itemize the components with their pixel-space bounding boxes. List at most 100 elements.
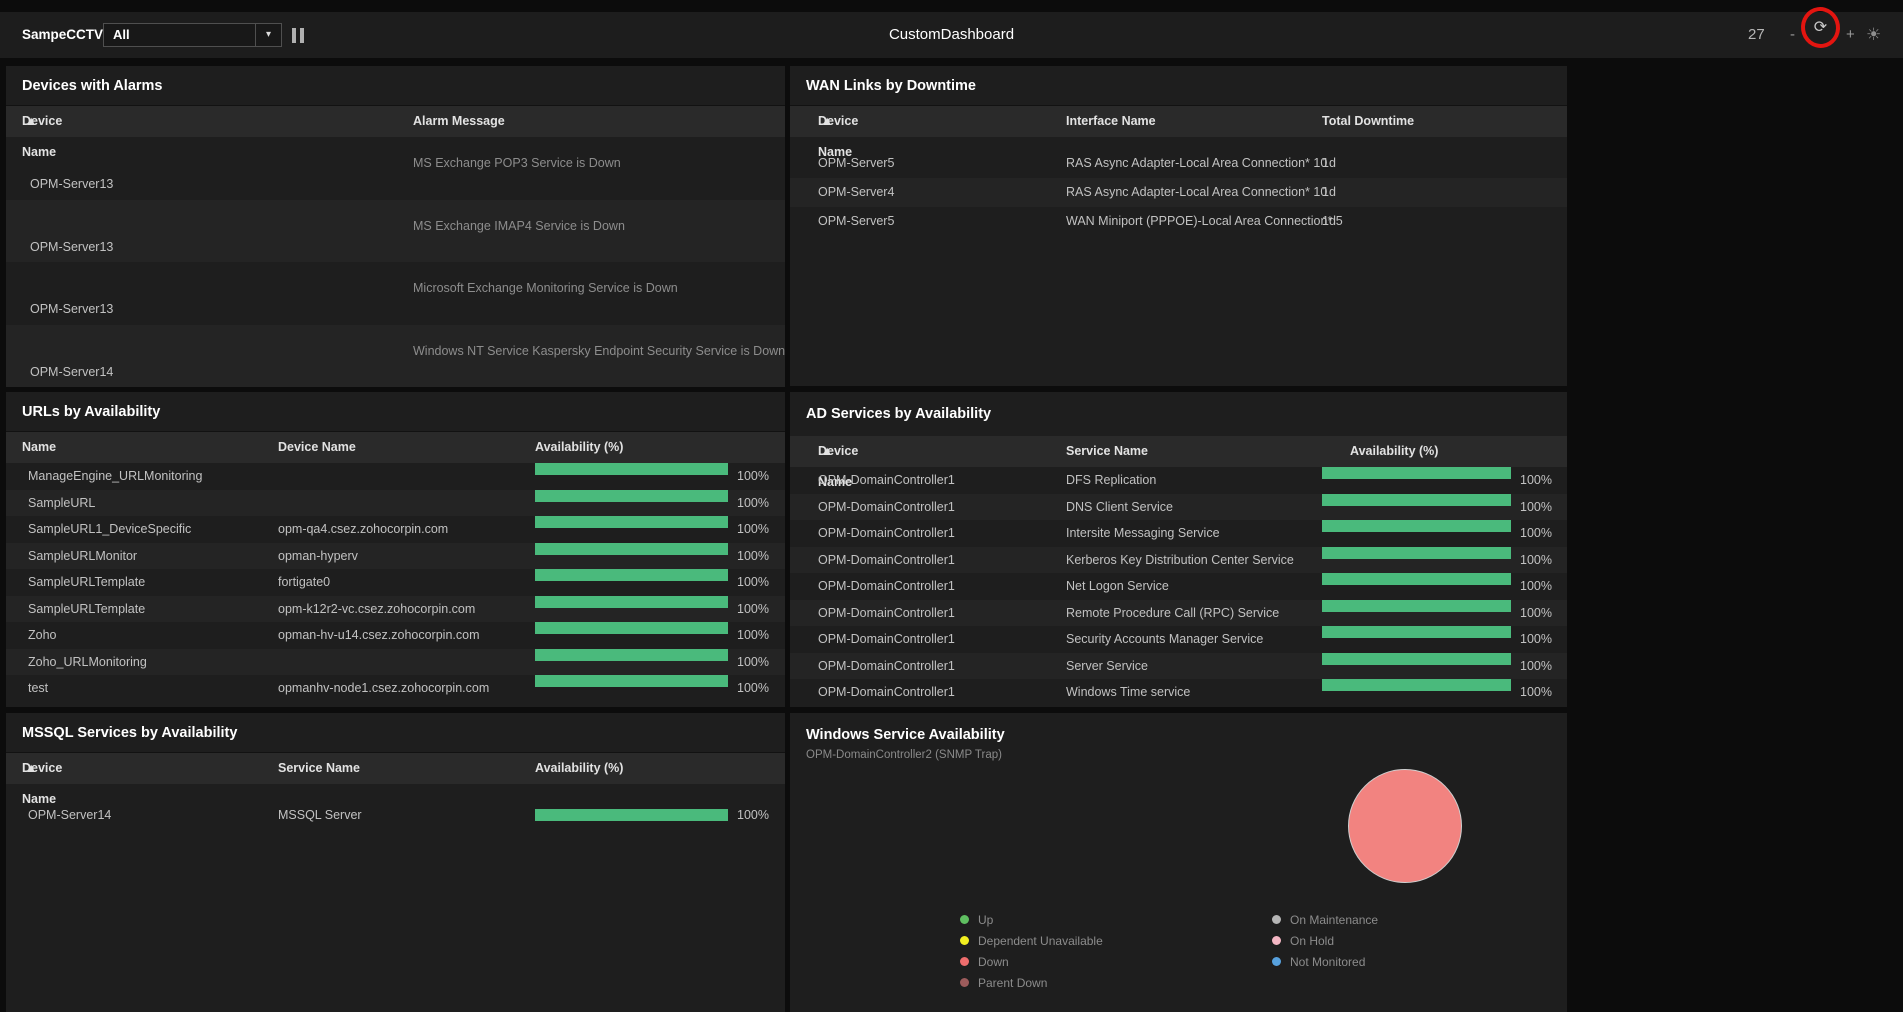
service-name-cell: Security Accounts Manager Service bbox=[1066, 632, 1264, 646]
table-row[interactable]: OPM-Server13 MS Exchange IMAP4 Service i… bbox=[6, 199, 785, 262]
legend-item[interactable]: Up bbox=[960, 909, 1103, 930]
url-name-cell[interactable]: Zoho bbox=[28, 628, 57, 642]
column-header-name[interactable]: Name bbox=[22, 440, 57, 454]
column-header-row: Device Name ▲ Alarm Message bbox=[6, 106, 785, 159]
brightness-icon[interactable]: ☀ bbox=[1866, 25, 1882, 44]
table-row[interactable]: OPM-DomainController1 Windows Time servi… bbox=[790, 679, 1567, 706]
device-name-cell[interactable]: OPM-Server4 bbox=[818, 185, 895, 199]
device-name-cell[interactable]: OPM-DomainController1 bbox=[818, 658, 955, 673]
legend-item[interactable]: Down bbox=[960, 951, 1103, 972]
legend-item[interactable]: Dependent Unavailable bbox=[960, 930, 1103, 951]
availability-value: 100% bbox=[737, 522, 769, 536]
device-name-cell[interactable]: OPM-Server13 bbox=[30, 302, 114, 316]
zoom-out-button[interactable]: - bbox=[1790, 26, 1795, 43]
column-header-total-downtime[interactable]: Total Downtime bbox=[1322, 114, 1415, 128]
table-body: OPM-Server13 MS Exchange POP3 Service is… bbox=[6, 137, 785, 387]
table-row[interactable]: SampleURL 100% bbox=[6, 489, 785, 516]
table-row[interactable]: OPM-DomainController1 DFS Replication 10… bbox=[790, 467, 1567, 494]
device-name-cell[interactable]: OPM-Server5 bbox=[818, 156, 895, 170]
table-row[interactable]: OPM-Server13 Microsoft Exchange Monitori… bbox=[6, 262, 785, 325]
legend-item[interactable]: Not Monitored bbox=[1272, 951, 1378, 972]
panel-urls-by-availability: URLs by Availability Name Device Name Av… bbox=[6, 392, 785, 707]
url-name-cell[interactable]: SampleURLTemplate bbox=[28, 601, 146, 616]
url-name-cell[interactable]: SampleURL bbox=[28, 495, 96, 510]
zoom-in-button[interactable]: + bbox=[1846, 26, 1855, 43]
table-row[interactable]: OPM-DomainController1 Net Logon Service … bbox=[790, 573, 1567, 600]
column-header-service-name[interactable]: Service Name bbox=[1066, 444, 1149, 458]
dashboard-selector-label: SampeCCTV bbox=[22, 27, 104, 42]
panel-title: Devices with Alarms bbox=[6, 66, 785, 106]
table-row[interactable]: SampleURLTemplate fortigate0 100% bbox=[6, 569, 785, 596]
table-row[interactable]: OPM-DomainController1 Kerberos Key Distr… bbox=[790, 546, 1567, 573]
table-row[interactable]: SampleURL1_DeviceSpecific opm-qa4.csez.z… bbox=[6, 516, 785, 543]
legend-dot-icon bbox=[960, 978, 969, 987]
device-name-cell[interactable]: OPM-Server13 bbox=[30, 239, 114, 254]
device-name-cell[interactable]: OPM-DomainController1 bbox=[818, 632, 955, 646]
device-name-cell[interactable]: OPM-DomainController1 bbox=[818, 552, 955, 567]
table-row[interactable]: Zoho_URLMonitoring 100% bbox=[6, 648, 785, 675]
table-row[interactable]: OPM-Server13 MS Exchange POP3 Service is… bbox=[6, 137, 785, 200]
column-header-availability[interactable]: Availability (%) bbox=[535, 440, 624, 454]
legend-item[interactable]: On Hold bbox=[1272, 930, 1378, 951]
panel-mssql-services-by-availability: MSSQL Services by Availability Device Na… bbox=[6, 713, 785, 1012]
table-row[interactable]: OPM-Server5 RAS Async Adapter-Local Area… bbox=[790, 149, 1567, 178]
widget-filter-dropdown[interactable]: All ▾ bbox=[103, 23, 282, 47]
table-row[interactable]: ManageEngine_URLMonitoring 100% bbox=[6, 463, 785, 490]
url-name-cell[interactable]: test bbox=[28, 681, 49, 695]
table-row[interactable]: OPM-Server5 WAN Miniport (PPPOE)-Local A… bbox=[790, 207, 1567, 236]
column-header-service-name[interactable]: Service Name bbox=[278, 761, 361, 775]
column-header-device-name[interactable]: Device Name bbox=[278, 440, 356, 454]
table-row[interactable]: OPM-DomainController1 Server Service 100… bbox=[790, 652, 1567, 679]
url-name-cell[interactable]: ManageEngine_URLMonitoring bbox=[28, 469, 203, 483]
table-row[interactable]: OPM-Server14 Windows NT Service Kaspersk… bbox=[6, 324, 786, 387]
chevron-down-icon[interactable]: ▾ bbox=[255, 24, 281, 46]
device-name-cell[interactable]: OPM-DomainController1 bbox=[818, 526, 955, 540]
device-name-cell[interactable]: OPM-Server14 bbox=[28, 808, 112, 822]
pie-chart-down-slice[interactable] bbox=[1348, 769, 1462, 883]
device-name-cell[interactable]: OPM-DomainController1 bbox=[818, 579, 955, 593]
legend-dot-icon bbox=[960, 936, 969, 945]
service-name-cell: Windows Time service bbox=[1066, 685, 1191, 699]
device-name-cell: opmanhv-node1.csez.zohocorpin.com bbox=[278, 681, 490, 695]
legend-dot-icon bbox=[1272, 936, 1281, 945]
column-header-alarm-message[interactable]: Alarm Message bbox=[413, 114, 505, 128]
alarm-message-cell: Windows NT Service Kaspersky Endpoint Se… bbox=[413, 343, 786, 358]
availability-bar bbox=[535, 463, 728, 475]
url-name-cell[interactable]: Zoho_URLMonitoring bbox=[28, 654, 147, 669]
table-row[interactable]: OPM-Server14 MSSQL Server 100% bbox=[6, 792, 785, 838]
panel-wan-links-by-downtime: WAN Links by Downtime Device Name ▲ Inter… bbox=[790, 66, 1567, 386]
table-row[interactable]: OPM-Server4 RAS Async Adapter-Local Area… bbox=[790, 178, 1567, 207]
legend-item[interactable]: Parent Down bbox=[960, 972, 1103, 993]
table-row[interactable]: Zoho opman-hv-u14.csez.zohocorpin.com 10… bbox=[6, 622, 785, 649]
url-name-cell[interactable]: SampleURL1_DeviceSpecific bbox=[28, 522, 192, 536]
table-row[interactable]: OPM-DomainController1 Security Accounts … bbox=[790, 626, 1567, 653]
table-row[interactable]: OPM-DomainController1 Intersite Messagin… bbox=[790, 520, 1567, 547]
url-name-cell[interactable]: SampleURLMonitor bbox=[28, 548, 138, 563]
legend-item[interactable]: On Maintenance bbox=[1272, 909, 1378, 930]
table-row[interactable]: SampleURLMonitor opman-hyperv 100% bbox=[6, 542, 785, 569]
table-row[interactable]: OPM-DomainController1 Remote Procedure C… bbox=[790, 599, 1567, 626]
availability-bar bbox=[535, 569, 728, 581]
availability-value: 100% bbox=[1520, 632, 1552, 646]
availability-value: 100% bbox=[737, 681, 769, 695]
url-name-cell[interactable]: SampleURLTemplate bbox=[28, 575, 146, 589]
availability-bar bbox=[1322, 520, 1511, 532]
interface-name-cell: RAS Async Adapter-Local Area Connection*… bbox=[1066, 185, 1328, 199]
table-row[interactable]: OPM-DomainController1 DNS Client Service… bbox=[790, 493, 1567, 520]
device-name-cell[interactable]: OPM-Server14 bbox=[30, 364, 114, 379]
device-name-cell[interactable]: OPM-DomainController1 bbox=[818, 499, 955, 514]
device-name-cell[interactable]: OPM-Server13 bbox=[30, 177, 114, 191]
column-header-interface-name[interactable]: Interface Name bbox=[1066, 114, 1156, 128]
refresh-icon[interactable]: ⟳ bbox=[1813, 19, 1828, 36]
legend-dot-icon bbox=[1272, 915, 1281, 924]
device-name-cell[interactable]: OPM-DomainController1 bbox=[818, 685, 955, 699]
table-row[interactable]: test opmanhv-node1.csez.zohocorpin.com 1… bbox=[6, 675, 785, 702]
pause-button[interactable] bbox=[292, 28, 304, 43]
column-header-availability[interactable]: Availability (%) bbox=[535, 761, 624, 775]
device-name-cell[interactable]: OPM-DomainController1 bbox=[818, 473, 955, 487]
page-title: CustomDashboard bbox=[888, 26, 1015, 43]
column-header-availability[interactable]: Availability (%) bbox=[1350, 444, 1439, 458]
table-row[interactable]: SampleURLTemplate opm-k12r2-vc.csez.zoho… bbox=[6, 595, 785, 622]
device-name-cell[interactable]: OPM-DomainController1 bbox=[818, 605, 955, 620]
device-name-cell[interactable]: OPM-Server5 bbox=[818, 214, 895, 228]
